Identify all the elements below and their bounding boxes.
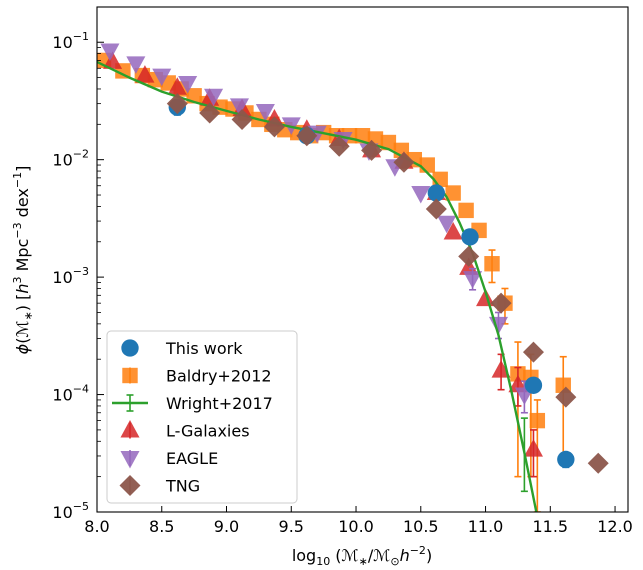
data-point (461, 228, 479, 246)
x-tick-label: 11.0 (468, 517, 504, 536)
legend-label: TNG (165, 477, 200, 496)
data-point (523, 439, 543, 457)
data-point (587, 452, 609, 474)
y-tick-label: 10−4 (52, 383, 89, 405)
y-axis-label: ϕ(ℳ∗) [h3 Mpc−3 dex−1] (11, 166, 35, 355)
series-layer (97, 43, 609, 512)
legend-marker (120, 451, 140, 469)
legend-entry: This work (121, 339, 243, 358)
data-point (166, 93, 188, 115)
data-point (393, 151, 415, 173)
data-point (178, 75, 198, 94)
x-tick-label: 8.0 (84, 517, 109, 536)
data-point (263, 116, 285, 138)
legend-box (106, 330, 298, 504)
plot-frame (96, 6, 629, 513)
series-tng (166, 93, 609, 474)
series-line (97, 60, 538, 512)
data-point (126, 56, 146, 74)
legend-entry: L-Galaxies (120, 420, 250, 441)
data-point (328, 135, 350, 157)
data-point (380, 134, 397, 151)
legend-entry: Baldry+2012 (122, 367, 272, 386)
data-point (491, 360, 511, 378)
x-axis: 8.0 8.5 9.0 9.5 10.0 10.5 11.0 11.5 12.0 (84, 506, 633, 536)
data-point (135, 65, 155, 83)
data-point (437, 215, 457, 234)
data-point (296, 125, 318, 147)
data-point (100, 43, 120, 62)
y-tick-label: 10−2 (52, 148, 89, 170)
y-tick-label: 10−3 (52, 265, 89, 287)
x-axis-label: log10 (ℳ∗/ℳ⊙h−2) (292, 544, 432, 568)
data-point (484, 256, 500, 272)
data-point (103, 51, 123, 69)
data-point (411, 186, 431, 204)
legend-marker (121, 339, 139, 357)
data-point (522, 341, 544, 363)
data-point (425, 198, 447, 220)
series-wright-2017 (97, 60, 538, 512)
legend-entry: TNG (119, 475, 200, 496)
data-point (476, 288, 496, 307)
y-tick-label: 10−1 (52, 30, 89, 52)
data-point (443, 221, 463, 240)
data-point (529, 412, 546, 429)
x-tick-label: 10.5 (403, 517, 439, 536)
data-point (204, 88, 224, 107)
x-tick-label: 12.0 (597, 517, 633, 536)
x-tick-label: 8.5 (149, 517, 174, 536)
legend-label: This work (165, 339, 243, 358)
legend-label: EAGLE (166, 449, 218, 468)
data-point (555, 386, 577, 408)
data-point (458, 245, 480, 267)
data-point (199, 102, 221, 124)
data-point (255, 103, 275, 122)
legend-marker (122, 367, 138, 384)
data-point (167, 77, 187, 95)
legend-marker (119, 475, 141, 496)
y-tick-label: 10−5 (52, 500, 89, 522)
x-tick-label: 11.5 (532, 517, 568, 536)
x-tick-label: 9.5 (279, 517, 304, 536)
legend-entry: Wright+2017 (112, 394, 273, 413)
legend-marker (120, 420, 140, 438)
data-point (419, 157, 435, 173)
data-point (524, 376, 543, 394)
legend: This work Baldry+2012 Wright+2017 L-Galaxie… (106, 330, 298, 504)
data-point (361, 139, 383, 161)
data-point (445, 185, 461, 201)
x-tick-label: 10.0 (338, 517, 374, 536)
data-point (231, 108, 253, 130)
y-axis: 10−1 10−2 10−3 10−4 10−5 (52, 30, 104, 522)
data-point (490, 292, 512, 314)
data-point (229, 98, 249, 116)
legend-label: Baldry+2012 (166, 367, 272, 386)
data-point (427, 184, 446, 202)
x-tick-label: 9.0 (214, 517, 239, 536)
legend-label: L-Galaxies (166, 422, 250, 441)
data-point (557, 450, 575, 469)
data-point (463, 271, 483, 289)
legend-label: Wright+2017 (166, 394, 273, 413)
legend-entry: EAGLE (120, 449, 218, 469)
data-point (152, 68, 172, 87)
data-point (458, 202, 474, 219)
